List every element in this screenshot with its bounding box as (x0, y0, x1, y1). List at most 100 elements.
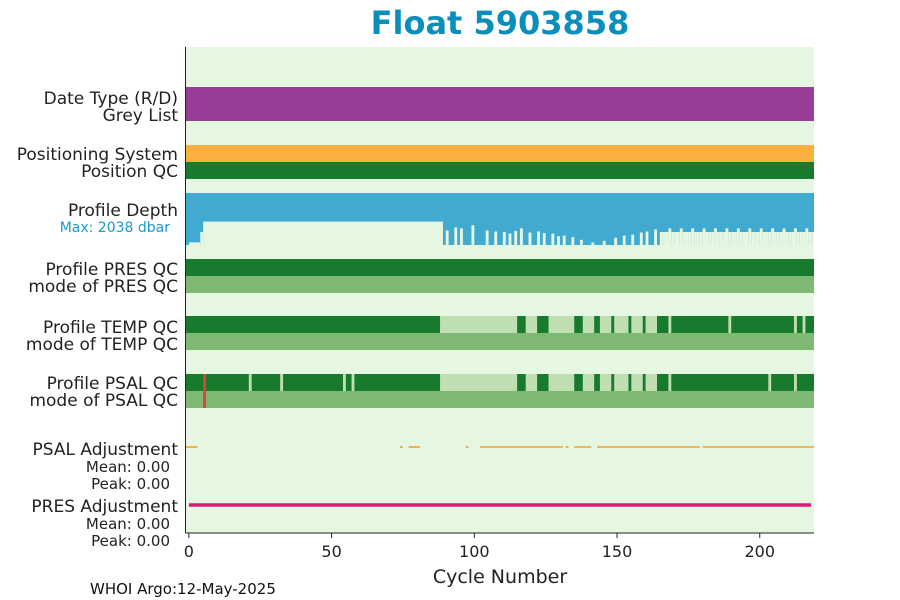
temp-qc-bar-flag-2 (548, 316, 575, 333)
profile-depth-point-9 (514, 230, 518, 245)
row-label-psal_adj: PSAL Adjustment (33, 440, 179, 460)
profile-depth-point-7 (502, 232, 506, 245)
profile-depth-point-1 (445, 230, 449, 245)
psal-qc-bar-flag-7 (548, 374, 575, 391)
profile-depth-point-11 (528, 232, 532, 245)
row-sublabel-temp_qc: mode of TEMP QC (26, 335, 178, 355)
profile-depth-point-14 (551, 233, 555, 245)
profile-depth-cycle-188 (725, 228, 729, 245)
profile-depth-cycle-185 (716, 232, 720, 245)
psal-qc-bar-flag-14 (768, 374, 772, 391)
profile-depth-point-22 (622, 235, 626, 245)
x-tick-label-50: 50 (321, 542, 341, 561)
psal-qc-bar-flag-4 (351, 374, 355, 391)
profile-depth-cycle-218 (811, 232, 814, 245)
profile-depth-cycle-178 (696, 232, 700, 245)
row-label-temp_qc: Profile TEMP QC (43, 318, 178, 338)
profile-depth-cycle-168 (668, 228, 672, 245)
temp-qc-bar-flag-6 (631, 316, 643, 333)
temp-qc-mode-bar (186, 333, 814, 350)
psal-qc-bar-flag-9 (599, 374, 612, 391)
row-label-positioning: Positioning System (17, 145, 178, 165)
x-axis: 0 50 100 150 200 (184, 47, 814, 561)
profile-depth-shallow-2 (203, 221, 443, 245)
position-qc-bar (186, 162, 814, 179)
chart-marks (186, 87, 814, 507)
row-label-psal_qc: Profile PSAL QC (47, 374, 178, 394)
profile-depth-point-26 (654, 229, 657, 245)
pres-qc-mode-bar (186, 276, 814, 293)
psal-qc-bar-flag-5 (440, 374, 518, 391)
profile-depth-cycle-186 (719, 232, 723, 245)
profile-depth-cycle-194 (742, 232, 746, 245)
profile-depth-cycle-196 (748, 228, 752, 245)
profile-depth-point-15 (557, 236, 560, 245)
profile-depth-point-20 (602, 240, 606, 245)
profile-depth-cycle-166 (662, 232, 666, 245)
profile-depth-cycle-201 (762, 232, 766, 245)
profile-depth-cycle-200 (759, 228, 763, 245)
row-sublabel-psal_qc: mode of PSAL QC (29, 391, 178, 411)
profile-depth-cycle-193 (739, 232, 743, 245)
x-axis-label: Cycle Number (433, 566, 567, 588)
profile-depth-cycle-179 (699, 232, 703, 245)
profile-depth-cycle-175 (688, 232, 692, 245)
profile-depth-point-3 (460, 228, 463, 245)
profile-depth-cycle-207 (779, 232, 783, 245)
profile-depth-point-10 (519, 228, 523, 245)
temp-qc-bar-flag-8 (668, 316, 672, 333)
psal-qc-mode-bar (186, 391, 814, 408)
profile-depth-cycle-172 (679, 228, 683, 245)
row-mean-psal_adj: Mean: 0.00 (86, 458, 170, 476)
row-peak-psal_adj: Peak: 0.00 (91, 475, 170, 493)
psal-qc-bar-flag-11 (631, 374, 643, 391)
profile-depth-point-24 (639, 232, 643, 245)
psal-qc-bar-flag-13 (668, 374, 672, 391)
profile-depth-cycle-214 (799, 232, 803, 245)
row-sublabel-date_type: Grey List (103, 106, 179, 126)
profile-depth-point-4 (471, 225, 475, 245)
row-label-pres_qc: Profile PRES QC (45, 260, 178, 280)
footer-credit: WHOI Argo:12-May-2025 (90, 580, 276, 598)
profile-depth-cycle-215 (802, 232, 806, 245)
profile-depth-cycle-204 (771, 228, 775, 245)
profile-depth-cycle-211 (791, 232, 795, 245)
profile-depth-cycle-167 (665, 232, 669, 245)
profile-depth-cycle-177 (694, 232, 697, 245)
profile-depth-cycle-217 (808, 232, 812, 245)
profile-depth-cycle-198 (754, 232, 757, 245)
profile-depth-cycle-202 (765, 232, 769, 245)
profile-depth-cycle-169 (671, 232, 675, 245)
profile-depth-cycle-191 (734, 232, 737, 245)
temp-qc-bar-flag-0 (440, 316, 518, 333)
temp-qc-bar-flag-1 (525, 316, 538, 333)
row-sublabel-pres_qc: mode of PRES QC (28, 277, 178, 297)
profile-depth-cycle-199 (756, 232, 760, 245)
profile-depth-point-25 (645, 231, 649, 245)
profile-depth-point-17 (571, 237, 575, 245)
profile-depth-cycle-195 (745, 232, 749, 245)
profile-depth-cycle-184 (714, 228, 717, 245)
row-label-pres_adj: PRES Adjustment (31, 497, 178, 517)
profile-depth-cycle-189 (728, 232, 732, 245)
psal-qc-bar-flag-15 (794, 374, 797, 391)
profile-depth-point-21 (614, 237, 618, 245)
profile-depth-cycle-203 (768, 232, 772, 245)
temp-qc-bar-flag-5 (614, 316, 629, 333)
x-tick-label-0: 0 (184, 542, 194, 561)
profile-depth-cycle-183 (711, 232, 715, 245)
x-tick-label-200: 200 (744, 542, 775, 561)
profile-depth-cycle-192 (736, 228, 740, 245)
psal-qc-bar-flag-12 (645, 374, 657, 391)
profile-depth-cycle-181 (705, 232, 709, 245)
psal-qc-bar-flag-2 (280, 374, 284, 391)
profile-depth-cycle-173 (682, 232, 686, 245)
psal-qc-bar-flag-6 (525, 374, 538, 391)
profile-depth-cycle-170 (674, 232, 677, 245)
profile-depth-point-19 (591, 242, 595, 245)
psal-qc-mode-bad (203, 391, 206, 408)
profile-depth-cycle-209 (785, 232, 789, 245)
positioning-system-bar (186, 145, 814, 162)
profile-depth-cycle-190 (731, 232, 735, 245)
profile-depth-cycle-182 (708, 232, 712, 245)
